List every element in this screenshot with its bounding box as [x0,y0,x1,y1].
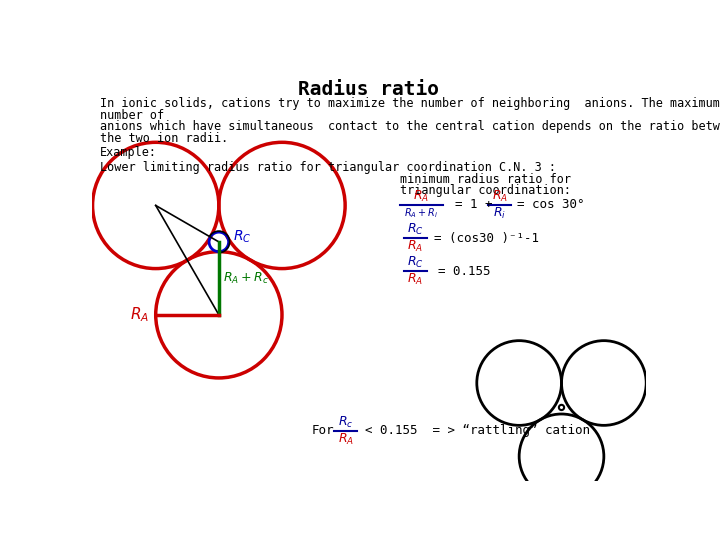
Text: $R_c$: $R_c$ [338,415,354,430]
Text: < 0.155  = > “rattling” cation: < 0.155 = > “rattling” cation [365,424,590,437]
Text: = 0.155: = 0.155 [438,265,491,278]
Text: In ionic solids, cations try to maximize the number of neighboring  anions. The : In ionic solids, cations try to maximize… [99,97,719,110]
Text: $R_i$: $R_i$ [493,206,506,221]
Text: Radius ratio: Radius ratio [299,80,439,99]
Text: $R_A$: $R_A$ [413,189,429,204]
Text: $R_A$: $R_A$ [408,272,423,287]
Text: $R_C$: $R_C$ [233,229,252,246]
Text: Example:: Example: [99,146,156,159]
Text: number of: number of [99,109,163,122]
Text: $R_C$: $R_C$ [407,222,423,237]
Text: $R_A$: $R_A$ [492,189,508,204]
Text: = 1 +: = 1 + [455,198,492,212]
Text: $R_A$: $R_A$ [408,239,423,254]
Text: For: For [311,424,334,437]
Text: = cos 30°: = cos 30° [517,198,585,212]
Text: $R_C$: $R_C$ [407,255,423,270]
Text: $R_A + R_c$: $R_A + R_c$ [223,271,269,286]
Text: triangular coordination:: triangular coordination: [400,184,571,197]
Text: $R_A$: $R_A$ [338,431,354,447]
Text: minimum radius ratio for: minimum radius ratio for [400,173,571,186]
Text: $R_A$: $R_A$ [130,306,150,324]
Text: the two ion radii.: the two ion radii. [99,132,228,145]
Text: = (cos30 )⁻¹-1: = (cos30 )⁻¹-1 [434,232,539,245]
Text: anions which have simultaneous  contact to the central cation depends on the rat: anions which have simultaneous contact t… [99,120,720,133]
Text: $R_A + R_i$: $R_A + R_i$ [404,206,438,220]
Text: Lower limiting radius ratio for triangular coordination C.N. 3 :: Lower limiting radius ratio for triangul… [99,161,556,174]
